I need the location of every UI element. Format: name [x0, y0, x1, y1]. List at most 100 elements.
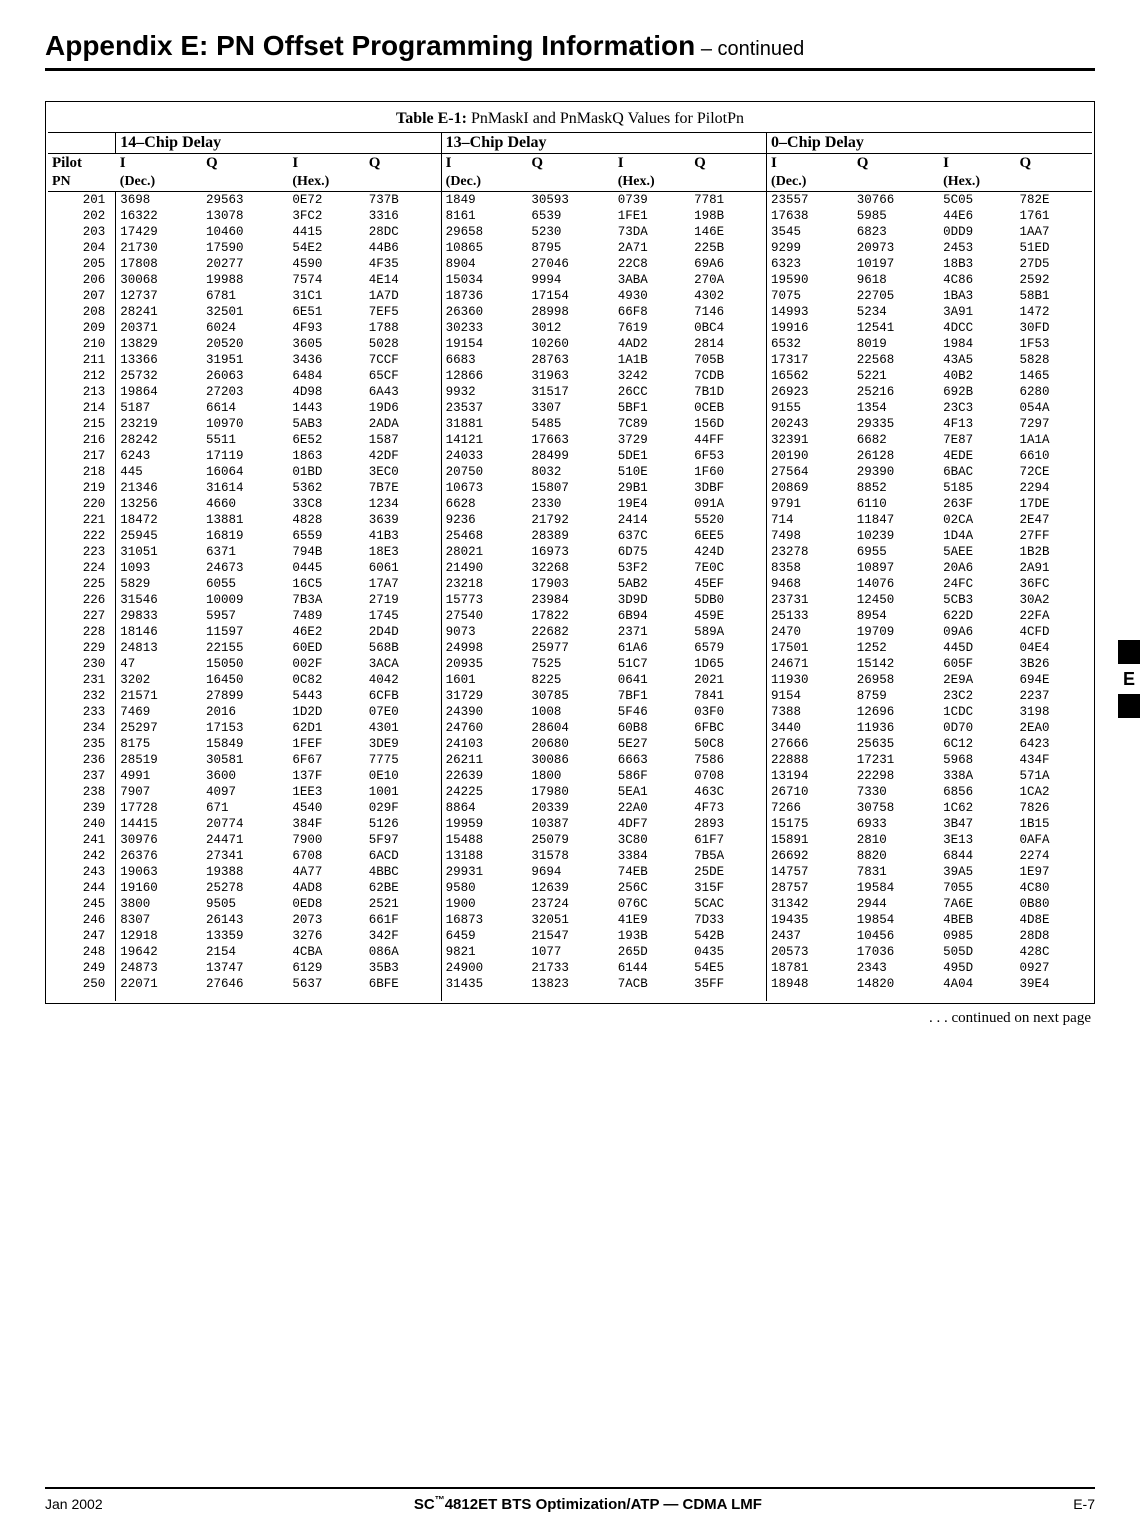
data-cell: 15891 — [767, 832, 853, 848]
data-cell: 6CFB — [365, 688, 441, 704]
data-cell: 39E4 — [1015, 976, 1092, 1001]
data-cell: 26143 — [202, 912, 288, 928]
data-cell: 495D — [939, 960, 1015, 976]
data-cell: 29833 — [116, 608, 202, 624]
data-cell: 7ACB — [614, 976, 690, 1001]
data-cell: 0CEB — [690, 400, 766, 416]
pilot-pn-cell: 250 — [48, 976, 116, 1001]
data-cell: 8032 — [527, 464, 613, 480]
data-cell: 622D — [939, 608, 1015, 624]
data-cell: 3436 — [288, 352, 364, 368]
data-cell: 45EF — [690, 576, 766, 592]
data-cell: 8358 — [767, 560, 853, 576]
data-cell: 8795 — [527, 240, 613, 256]
data-cell: 17728 — [116, 800, 202, 816]
data-cell: 2ADA — [365, 416, 441, 432]
data-cell: 0435 — [690, 944, 766, 960]
data-cell: 2814 — [690, 336, 766, 352]
table-row: 2313202164500C82404216018225064120211193… — [48, 672, 1092, 688]
data-cell: 6781 — [202, 288, 288, 304]
pilot-pn-cell: 243 — [48, 864, 116, 880]
data-cell: 4A77 — [288, 864, 364, 880]
data-cell: 0445 — [288, 560, 364, 576]
iq-h: I — [939, 154, 1015, 174]
data-cell: 7525 — [527, 656, 613, 672]
data-cell: 31614 — [202, 480, 288, 496]
data-cell: 1984 — [939, 336, 1015, 352]
data-cell: 17153 — [202, 720, 288, 736]
data-cell: 338A — [939, 768, 1015, 784]
data-cell: 24225 — [441, 784, 527, 800]
data-cell: 30233 — [441, 320, 527, 336]
data-cell: 22FA — [1015, 608, 1092, 624]
data-cell: 4F93 — [288, 320, 364, 336]
pilot-pn-cell: 222 — [48, 528, 116, 544]
data-cell: 58B1 — [1015, 288, 1092, 304]
data-cell: 9694 — [527, 864, 613, 880]
data-cell: 198B — [690, 208, 766, 224]
data-cell: 6844 — [939, 848, 1015, 864]
data-cell: 29563 — [202, 192, 288, 209]
data-cell: 6484 — [288, 368, 364, 384]
data-cell: 3ACA — [365, 656, 441, 672]
data-cell: 18146 — [116, 624, 202, 640]
data-cell: 2016 — [202, 704, 288, 720]
data-cell: 31342 — [767, 896, 853, 912]
data-cell: 30976 — [116, 832, 202, 848]
data-cell: 4042 — [365, 672, 441, 688]
data-cell: 3276 — [288, 928, 364, 944]
data-cell: 19063 — [116, 864, 202, 880]
data-cell: 60ED — [288, 640, 364, 656]
data-cell: 29335 — [853, 416, 939, 432]
data-cell: 3DE9 — [365, 736, 441, 752]
data-cell: 18E3 — [365, 544, 441, 560]
heading-continued: – continued — [695, 38, 804, 60]
data-cell: 794B — [288, 544, 364, 560]
data-cell: 6144 — [614, 960, 690, 976]
data-cell: 25945 — [116, 528, 202, 544]
data-cell: 1252 — [853, 640, 939, 656]
data-cell: 7E87 — [939, 432, 1015, 448]
table-row: 223310516371794B18E328021169736D75424D23… — [48, 544, 1092, 560]
data-cell: 11936 — [853, 720, 939, 736]
data-cell: 3800 — [116, 896, 202, 912]
data-cell: 6539 — [527, 208, 613, 224]
data-cell: 5BF1 — [614, 400, 690, 416]
data-cell: 3307 — [527, 400, 613, 416]
data-cell: 15773 — [441, 592, 527, 608]
footer-row: Jan 2002 SC™4812ET BTS Optimization/ATP … — [45, 1495, 1095, 1513]
data-cell: 1A7D — [365, 288, 441, 304]
data-cell: 44B6 — [365, 240, 441, 256]
data-cell: 10456 — [853, 928, 939, 944]
data-cell: 1C62 — [939, 800, 1015, 816]
data-cell: 23C2 — [939, 688, 1015, 704]
pilot-pn-cell: 209 — [48, 320, 116, 336]
data-cell: 5968 — [939, 752, 1015, 768]
data-cell: 27D5 — [1015, 256, 1092, 272]
pilot-pn-cell: 205 — [48, 256, 116, 272]
data-cell: 7469 — [116, 704, 202, 720]
data-cell: 10260 — [527, 336, 613, 352]
data-cell: 8954 — [853, 608, 939, 624]
data-cell: 6D75 — [614, 544, 690, 560]
data-cell: 1D65 — [690, 656, 766, 672]
data-cell: 5AEE — [939, 544, 1015, 560]
pilot-pn-cell: 228 — [48, 624, 116, 640]
data-cell: 265D — [614, 944, 690, 960]
data-cell: 26958 — [853, 672, 939, 688]
data-cell: 17808 — [116, 256, 202, 272]
footer-tm: ™ — [435, 1495, 445, 1506]
data-cell: 41E9 — [614, 912, 690, 928]
dec-hex-header-row: PN (Dec.) (Hex.) (Dec.) (Hex.) (Dec.) (H… — [48, 173, 1092, 192]
page: Appendix E: PN Offset Programming Inform… — [0, 0, 1140, 1533]
data-cell: 5185 — [939, 480, 1015, 496]
data-cell: 23537 — [441, 400, 527, 416]
data-cell: 137F — [288, 768, 364, 784]
data-cell: 25977 — [527, 640, 613, 656]
pilot-pn-cell: 241 — [48, 832, 116, 848]
data-cell: 9154 — [767, 688, 853, 704]
table-row: 21451876614144319D62353733075BF10CEB9155… — [48, 400, 1092, 416]
data-cell: 31435 — [441, 976, 527, 1001]
data-cell: 1F60 — [690, 464, 766, 480]
data-cell: 14076 — [853, 576, 939, 592]
